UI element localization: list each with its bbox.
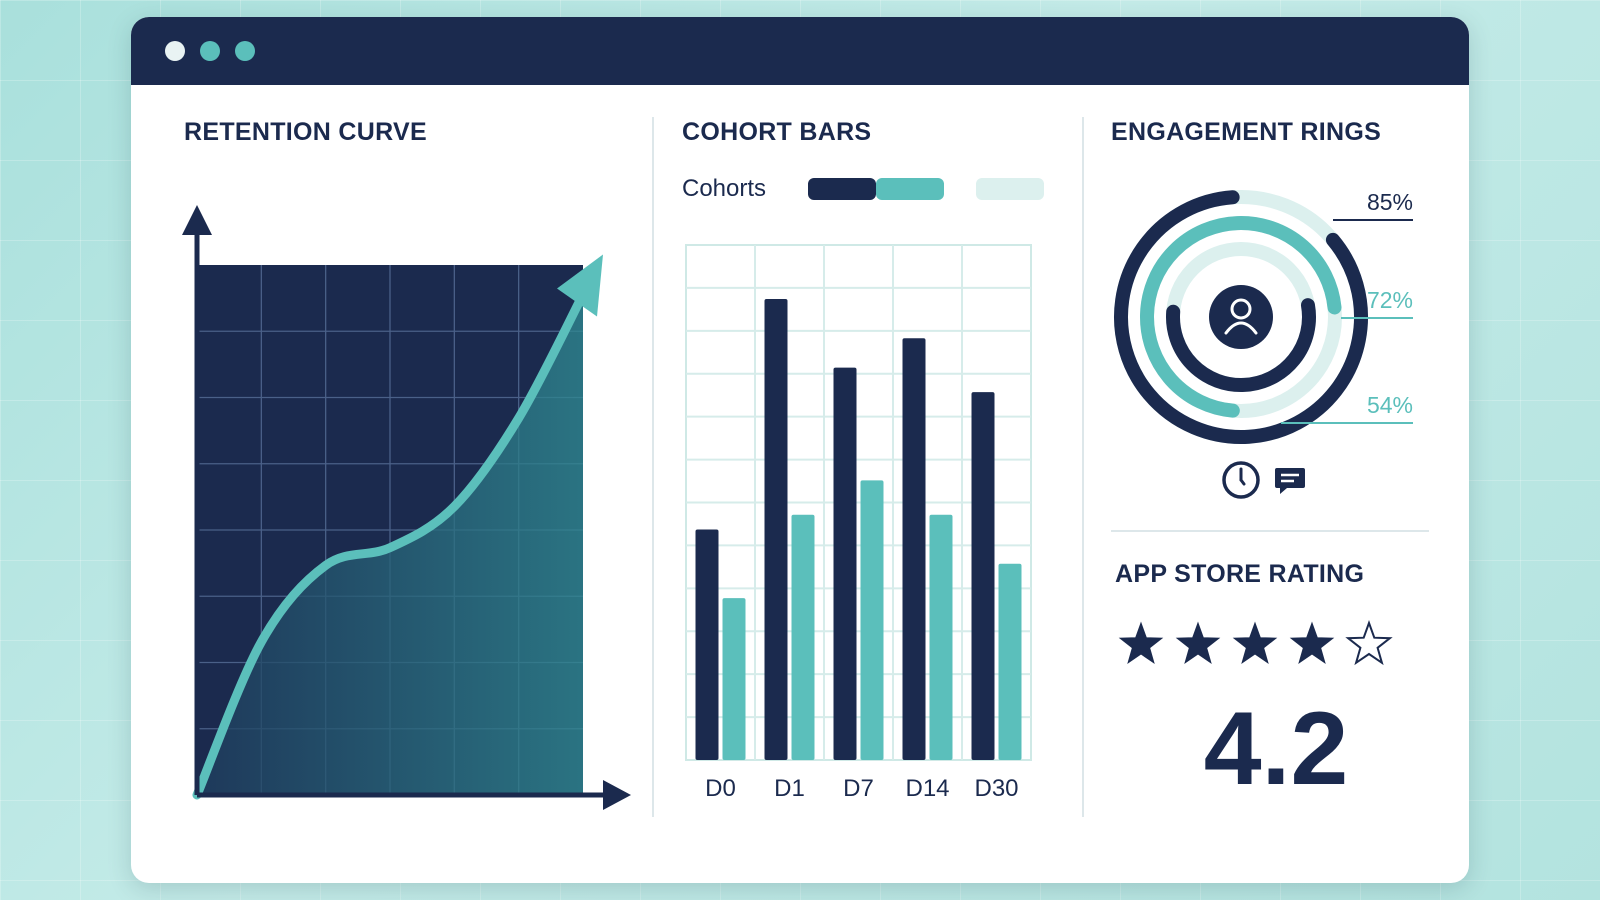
y-axis-arrow	[182, 205, 212, 235]
cohort-bar-chart: D0 D1 D7 D14 D30	[685, 244, 1032, 802]
x-tick-label: D7	[843, 775, 874, 802]
chat-icon[interactable]	[1273, 464, 1309, 500]
legend-swatch-pale	[976, 178, 1044, 200]
x-tick-label: D1	[774, 775, 805, 802]
rating-value: 4.2	[1203, 691, 1349, 807]
cohort-bar	[722, 598, 746, 760]
cohort-bar	[695, 529, 719, 760]
star-icon	[1232, 621, 1278, 664]
rating-stars	[1118, 620, 1393, 666]
star-icon	[1118, 621, 1164, 664]
retention-curve-chart	[182, 205, 631, 810]
app-store-rating-title: APP STORE RATING	[1115, 560, 1365, 588]
ring-label: 72%	[1367, 287, 1413, 313]
window-maximize-button[interactable]	[235, 41, 255, 61]
title-bar	[131, 17, 1469, 85]
engagement-rings-title: ENGAGEMENT RINGS	[1111, 118, 1382, 146]
dashboard-window: RETENTION CURVE COHORT BARS Cohorts D0 D1…	[131, 17, 1469, 883]
retention-arrowhead	[557, 254, 603, 317]
section-divider	[1111, 530, 1429, 532]
retention-line	[192, 289, 588, 800]
ring-label: 54%	[1367, 392, 1413, 418]
cohort-bar	[833, 367, 857, 760]
cohort-bars-title: COHORT BARS	[682, 118, 872, 146]
star-icon	[1175, 621, 1221, 664]
window-minimize-button[interactable]	[200, 41, 220, 61]
ring-progress	[1166, 298, 1316, 392]
ring-progress	[1114, 190, 1368, 444]
user-icon	[1224, 321, 1258, 335]
legend-swatch-navy	[808, 178, 876, 200]
legend-swatch-teal	[876, 178, 944, 200]
cohort-bar	[791, 514, 815, 760]
cohort-bar	[998, 563, 1022, 760]
retention-curve-title: RETENTION CURVE	[184, 118, 427, 146]
ring-progress	[1140, 216, 1342, 418]
cohort-legend-label: Cohorts	[682, 175, 767, 202]
cohort-bar	[971, 392, 995, 760]
clock-icon[interactable]	[1221, 460, 1261, 500]
panel-divider	[652, 117, 654, 817]
cohort-bar	[902, 338, 926, 760]
user-icon	[1230, 298, 1252, 320]
cohort-bar	[764, 298, 788, 760]
window-close-button[interactable]	[165, 41, 185, 61]
cohort-bar	[860, 480, 884, 760]
retention-area	[197, 294, 583, 795]
engagement-rings-chart: 85% 72% 54%	[1114, 189, 1413, 444]
cohort-bar	[929, 514, 953, 760]
star-icon	[1345, 620, 1393, 666]
ring-label: 85%	[1367, 189, 1413, 215]
x-tick-label: D30	[974, 775, 1018, 802]
panel-divider	[1082, 117, 1084, 817]
x-tick-label: D0	[705, 775, 736, 802]
x-tick-label: D14	[905, 775, 949, 802]
star-icon	[1289, 621, 1335, 664]
x-axis-arrow	[603, 780, 631, 810]
